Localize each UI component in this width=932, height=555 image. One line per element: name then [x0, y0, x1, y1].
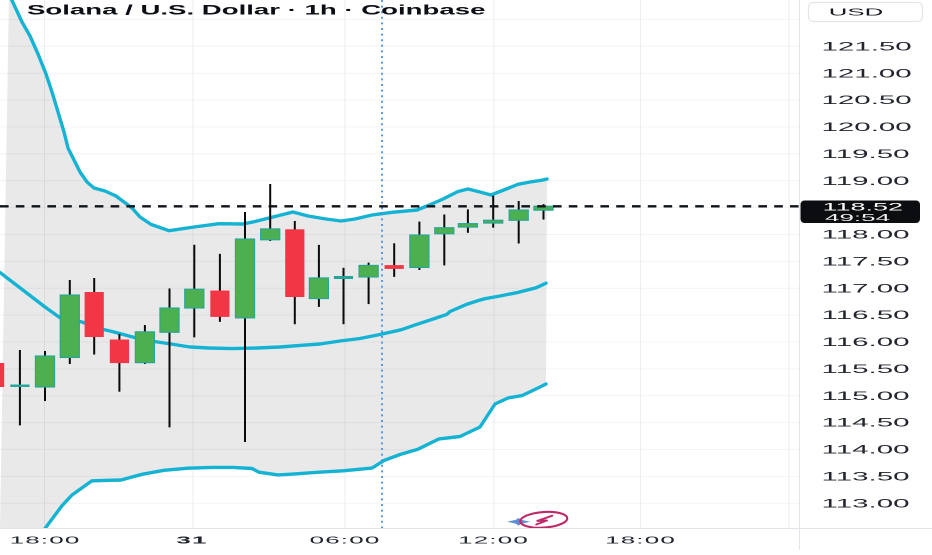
svg-text:118.00: 118.00 — [822, 228, 910, 241]
svg-text:118.52: 118.52 — [823, 201, 904, 213]
svg-text:18:00: 18:00 — [10, 535, 81, 546]
svg-text:113.00: 113.00 — [822, 497, 910, 510]
svg-text:USD: USD — [829, 6, 883, 18]
svg-text:Solana / U.S. Dollar · 1h · Co: Solana / U.S. Dollar · 1h · Coinbase — [27, 2, 485, 17]
svg-text:119.00: 119.00 — [822, 174, 910, 187]
svg-text:18:00: 18:00 — [605, 535, 676, 546]
svg-text:117.00: 117.00 — [822, 282, 910, 295]
svg-text:116.00: 116.00 — [822, 336, 910, 349]
svg-text:114.50: 114.50 — [822, 416, 910, 429]
svg-text:117.50: 117.50 — [822, 255, 910, 268]
svg-text:120.50: 120.50 — [822, 94, 912, 107]
svg-text:113.50: 113.50 — [822, 470, 910, 483]
svg-text:121.50: 121.50 — [822, 40, 912, 53]
svg-text:115.50: 115.50 — [822, 362, 910, 375]
svg-text:120.00: 120.00 — [822, 121, 912, 134]
svg-text:115.00: 115.00 — [822, 389, 910, 402]
svg-text:114.00: 114.00 — [822, 443, 910, 456]
svg-text:31: 31 — [176, 535, 207, 546]
svg-text:06:00: 06:00 — [310, 535, 381, 546]
svg-text:121.00: 121.00 — [822, 67, 912, 80]
svg-text:119.50: 119.50 — [822, 147, 910, 160]
svg-text:116.50: 116.50 — [822, 309, 910, 322]
svg-text:49:54: 49:54 — [825, 212, 890, 224]
svg-text:12:00: 12:00 — [458, 535, 529, 546]
